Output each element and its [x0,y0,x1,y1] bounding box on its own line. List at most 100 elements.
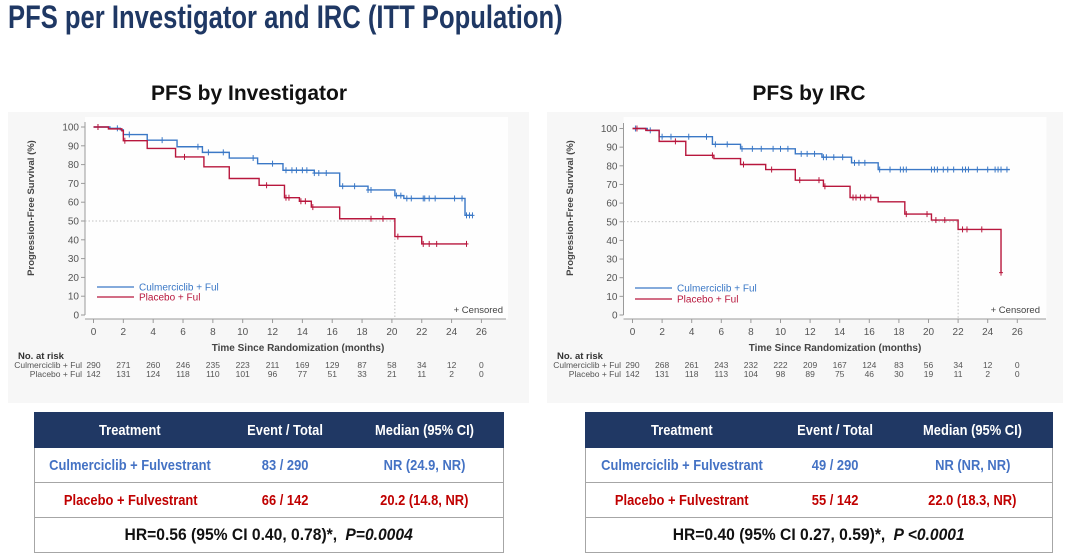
at-risk-value: 83 [894,360,904,370]
at-risk-value: 260 [146,360,160,370]
at-risk-value: 268 [655,360,669,370]
at-risk-value: 142 [625,369,639,379]
at-risk-value: 12 [447,360,457,370]
table-footer-row: HR=0.40 (95% CI 0.27, 0.59)*, P <0.0001 [585,517,1053,553]
y-tick-label: 10 [606,292,618,303]
y-tick-label: 10 [68,292,80,303]
x-tick-label: 18 [893,327,905,338]
at-risk-value: 209 [803,360,817,370]
x-axis-label: Time Since Randomization (months) [212,343,385,354]
x-tick-label: 2 [659,327,665,338]
y-tick-label: 80 [68,160,80,171]
at-risk-row-label: Placebo + Ful [30,369,82,379]
y-tick-label: 0 [73,311,79,322]
hazard-ratio-cell: HR=0.40 (95% CI 0.27, 0.59)*, P <0.0001 [585,517,1053,553]
y-tick-label: 100 [601,124,618,135]
summary-table-investigator: Treatment Event / Total Median (95% CI) … [34,412,504,553]
km-curve-placebo [93,126,467,245]
y-tick-label: 70 [606,180,618,191]
at-risk-title: No. at risk [18,351,65,362]
cell-treatment: Culmerciclib + Fulvestrant [34,447,226,483]
legend-label-placebo: Placebo + Ful [677,295,738,306]
x-tick-label: 8 [748,327,754,338]
table-row: Culmerciclib + Fulvestrant 83 / 290 NR (… [34,447,504,483]
x-tick-label: 12 [267,327,279,338]
at-risk-value: 11 [954,369,963,379]
table-header-row: Treatment Event / Total Median (95% CI) [34,412,504,448]
at-risk-value: 131 [116,369,130,379]
y-tick-label: 40 [606,236,618,247]
at-risk-value: 261 [685,360,699,370]
at-risk-value: 0 [479,360,484,370]
at-risk-value: 33 [357,369,367,379]
header-treatment: Treatment [585,412,778,448]
at-risk-value: 0 [479,369,484,379]
cell-median: NR (NR, NR) [893,447,1053,483]
at-risk-value: 51 [327,369,337,379]
at-risk-value: 0 [1015,360,1020,370]
y-tick-label: 20 [68,273,80,284]
legend-label-placebo: Placebo + Ful [139,293,200,304]
cell-event-total: 55 / 142 [777,482,894,518]
x-tick-label: 22 [416,327,428,338]
at-risk-value: 124 [146,369,160,379]
at-risk-value: 271 [116,360,130,370]
chart-title-investigator: PFS by Investigator [150,82,348,105]
x-tick-label: 16 [327,327,339,338]
table-row: Placebo + Fulvestrant 55 / 142 22.0 (18.… [585,482,1053,518]
at-risk-value: 34 [953,360,963,370]
x-tick-label: 20 [923,327,935,338]
y-tick-label: 0 [612,311,618,322]
at-risk-value: 235 [206,360,220,370]
y-tick-label: 90 [606,143,618,154]
at-risk-value: 101 [236,369,250,379]
x-tick-label: 10 [237,327,249,338]
y-axis-label: Progression-Free Survival (%) [26,140,37,276]
table-header-row: Treatment Event / Total Median (95% CI) [585,412,1053,448]
cell-treatment: Culmerciclib + Fulvestrant [585,447,778,483]
x-tick-label: 12 [805,327,817,338]
cell-event-total: 83 / 290 [225,447,346,483]
at-risk-value: 243 [714,360,728,370]
at-risk-value: 131 [655,369,669,379]
at-risk-value: 77 [298,369,308,379]
cell-treatment: Placebo + Fulvestrant [585,482,778,518]
cell-event-total: 66 / 142 [225,482,346,518]
censored-legend-note: + Censored [991,305,1040,316]
x-axis-label: Time Since Randomization (months) [749,343,922,354]
at-risk-value: 110 [206,369,220,379]
p-value-text: P <0.0001 [893,525,966,544]
summary-table-irc: Treatment Event / Total Median (95% CI) … [585,412,1053,553]
at-risk-value: 30 [894,369,904,379]
y-tick-label: 50 [606,217,618,228]
header-median: Median (95% CI) [345,412,504,448]
at-risk-value: 96 [268,369,278,379]
at-risk-value: 118 [176,369,190,379]
x-tick-label: 6 [180,327,186,338]
at-risk-value: 0 [1015,369,1020,379]
at-risk-value: 87 [357,360,367,370]
at-risk-value: 169 [295,360,309,370]
y-tick-label: 60 [68,198,80,209]
hazard-ratio-cell: HR=0.56 (95% CI 0.40, 0.78)*, P=0.0004 [34,517,504,553]
x-tick-label: 6 [719,327,725,338]
x-tick-label: 4 [689,327,695,338]
cell-median: 22.0 (18.3, NR) [893,482,1053,518]
at-risk-value: 58 [387,360,397,370]
y-tick-label: 90 [68,141,80,152]
y-tick-label: 70 [68,179,80,190]
cell-event-total: 49 / 290 [777,447,894,483]
at-risk-value: 104 [744,369,758,379]
page-title: PFS per Investigator and IRC (ITT Popula… [8,0,563,35]
cell-treatment: Placebo + Fulvestrant [34,482,226,518]
y-tick-label: 100 [62,123,79,134]
at-risk-value: 232 [744,360,758,370]
x-tick-label: 16 [864,327,876,338]
y-tick-label: 80 [606,161,618,172]
table-footer-row: HR=0.56 (95% CI 0.40, 0.78)*, P=0.0004 [34,517,504,553]
at-risk-value: 290 [625,360,639,370]
header-event-total: Event / Total [777,412,894,448]
y-axis-label: Progression-Free Survival (%) [565,140,576,276]
